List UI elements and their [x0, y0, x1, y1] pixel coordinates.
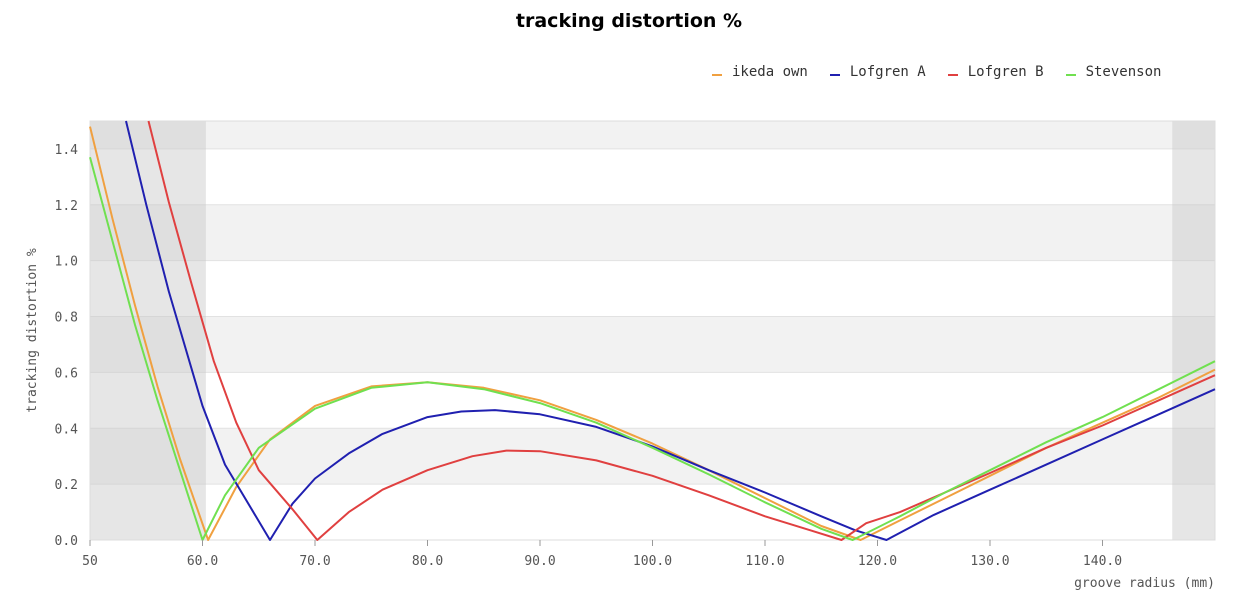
legend-swatch — [1065, 74, 1076, 76]
x-tick-label: 110.0 — [745, 554, 784, 569]
series-line-ikeda-own — [89, 126, 1216, 541]
x-tick-label: 90.0 — [524, 554, 555, 569]
x-tick-label: 60.0 — [187, 554, 218, 569]
x-tick-label: 70.0 — [299, 554, 330, 569]
y-tick-label: 0.6 — [55, 366, 78, 381]
legend-swatch — [947, 74, 958, 76]
legend-item: ikeda own — [712, 64, 808, 80]
x-tick-label: 80.0 — [412, 554, 443, 569]
y-axis-label: tracking distortion % — [25, 248, 40, 413]
legend-item: Lofgren B — [947, 64, 1044, 80]
series-line-lofgren-b — [147, 120, 1216, 541]
legend-label: Stevenson — [1085, 64, 1162, 80]
legend-label: Lofgren A — [849, 64, 926, 80]
series-line-lofgren-a — [125, 120, 1216, 541]
series-line-stevenson — [89, 157, 1216, 541]
legend-label: ikeda own — [732, 64, 808, 80]
y-tick-label: 1.2 — [55, 199, 78, 214]
y-tick-label: 1.0 — [55, 255, 78, 270]
shaded-region — [90, 121, 206, 540]
y-tick-label: 0.2 — [55, 478, 78, 493]
y-tick-label: 1.4 — [55, 143, 79, 158]
x-tick-label: 130.0 — [970, 554, 1009, 569]
shaded-region — [1172, 121, 1215, 540]
grid-band — [90, 121, 1215, 149]
y-tick-label: 0.0 — [55, 534, 78, 549]
x-tick-label: 120.0 — [858, 554, 897, 569]
grid-band — [90, 204, 1215, 261]
chart-title: tracking distortion % — [515, 10, 743, 32]
legend-label: Lofgren B — [967, 64, 1044, 80]
legend: ikeda own Lofgren A Lofgren B Stevenson — [712, 62, 1183, 82]
legend-swatch — [712, 74, 722, 76]
y-tick-label: 0.8 — [55, 311, 78, 326]
x-axis-label: groove radius (mm) — [1074, 576, 1215, 591]
x-tick-label: 50 — [82, 554, 98, 569]
grid-band — [90, 316, 1215, 373]
x-tick-label: 140.0 — [1083, 554, 1122, 569]
legend-item: Lofgren A — [829, 64, 926, 80]
y-tick-label: 0.4 — [55, 422, 79, 437]
x-tick-label: 100.0 — [633, 554, 672, 569]
legend-swatch — [829, 74, 840, 76]
legend-item: Stevenson — [1065, 64, 1162, 80]
